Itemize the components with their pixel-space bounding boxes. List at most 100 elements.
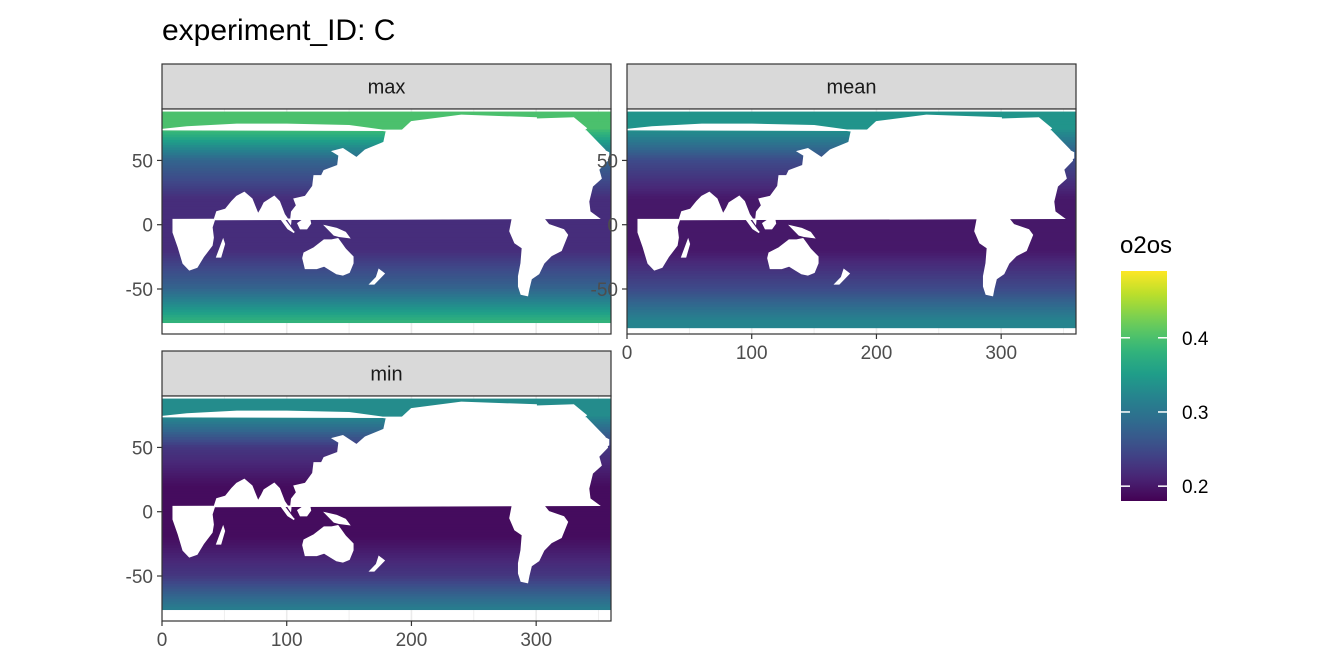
- ocean-band: [162, 301, 611, 306]
- ocean-band: [627, 224, 1076, 228]
- ocean-band: [162, 573, 611, 577]
- y-tick-label: 0: [142, 503, 153, 524]
- ocean-band: [162, 558, 611, 562]
- land-polygon: [400, 420, 540, 501]
- ocean-band: [162, 581, 611, 585]
- ocean-band: [162, 229, 611, 234]
- ocean-band: [627, 286, 1076, 290]
- x-tick-label: 100: [271, 630, 303, 651]
- ocean-band: [162, 519, 611, 523]
- ocean-band: [162, 260, 611, 264]
- ocean-band: [162, 247, 611, 252]
- y-tick-label: 50: [132, 151, 153, 172]
- ocean-band: [162, 511, 611, 515]
- land-mask: [162, 114, 610, 297]
- ocean-band: [162, 601, 611, 605]
- ocean-band: [162, 568, 611, 572]
- ocean-band: [162, 534, 611, 539]
- land-polygon: [302, 525, 354, 563]
- x-tick-label: 300: [520, 630, 552, 651]
- ocean-band: [162, 309, 611, 313]
- ocean-band: [162, 281, 611, 285]
- ocean-band: [627, 237, 1076, 241]
- ocean-band: [627, 245, 1076, 249]
- legend-title: o2os: [1120, 232, 1172, 259]
- ocean-band: [162, 235, 611, 239]
- ocean-band: [162, 599, 611, 603]
- ocean-band: [627, 319, 1076, 324]
- ocean-band: [627, 219, 1076, 223]
- legend-tick-label: 0.4: [1182, 329, 1209, 350]
- ocean-band: [162, 591, 611, 595]
- land-polygon: [278, 503, 295, 521]
- land-polygon: [323, 511, 351, 526]
- ocean-band: [162, 250, 611, 254]
- ocean-band: [162, 289, 611, 293]
- land-polygon: [601, 436, 610, 449]
- ocean-band: [162, 570, 611, 575]
- land-polygon: [296, 216, 312, 230]
- ocean-band: [162, 119, 611, 123]
- facet-strip: [626, 63, 1077, 110]
- ocean-band: [627, 291, 1076, 295]
- ocean-band: [162, 604, 611, 608]
- x-tick-label: 0: [157, 630, 168, 651]
- ocean-band: [162, 283, 611, 288]
- ocean-band: [162, 121, 611, 126]
- ocean-band: [627, 247, 1076, 252]
- land-polygon: [987, 117, 1053, 150]
- ocean-band: [162, 529, 611, 533]
- ocean-band: [627, 307, 1076, 311]
- x-tick-label: 300: [985, 343, 1017, 364]
- y-tick-label: -50: [126, 280, 153, 301]
- ocean-band: [162, 299, 611, 303]
- ocean-band: [162, 596, 611, 600]
- facet-strip-label: mean: [826, 77, 876, 99]
- ocean-band: [162, 276, 611, 280]
- ocean-band: [162, 273, 611, 277]
- ocean-band: [627, 314, 1076, 318]
- ocean-band: [627, 235, 1076, 239]
- ocean-band: [162, 403, 611, 407]
- ocean-band: [162, 268, 611, 272]
- ocean-band: [162, 319, 611, 324]
- ocean-band: [627, 299, 1076, 303]
- ocean-band: [627, 119, 1076, 123]
- ocean-band: [627, 242, 1076, 246]
- land-polygon: [323, 224, 351, 239]
- ocean-band: [162, 583, 611, 587]
- ocean-band: [627, 322, 1076, 326]
- ocean-band: [627, 268, 1076, 272]
- land-polygon: [743, 216, 760, 234]
- facet-strip-label: min: [370, 364, 402, 386]
- land-polygon: [761, 216, 777, 230]
- ocean-band: [627, 296, 1076, 300]
- ocean-band: [627, 301, 1076, 306]
- ocean-band: [162, 578, 611, 582]
- facet-strip: [161, 63, 612, 110]
- ocean-band: [162, 312, 611, 316]
- ocean-band: [162, 114, 611, 118]
- ocean-band: [162, 411, 611, 415]
- ocean-band: [162, 563, 611, 567]
- colorbar: [1121, 271, 1167, 501]
- ocean-band: [627, 124, 1076, 128]
- y-tick-label: 50: [597, 151, 618, 172]
- land-polygon: [601, 149, 610, 162]
- ocean-band: [162, 532, 611, 536]
- panel-border: [161, 108, 612, 335]
- ocean-band: [162, 219, 611, 223]
- ocean-band: [162, 560, 611, 564]
- ocean-band: [162, 527, 611, 531]
- y-tick-label: -50: [591, 280, 618, 301]
- ocean-band: [627, 317, 1076, 321]
- facet-panel-min: min 50 0 -50 0 100 200 300: [126, 350, 612, 651]
- ocean-band: [627, 263, 1076, 267]
- land-polygon: [215, 237, 226, 258]
- land-polygon: [302, 238, 354, 276]
- facet-strip: [161, 350, 612, 397]
- ocean-band: [162, 565, 611, 569]
- ocean-band: [162, 255, 611, 259]
- land-polygon: [296, 503, 312, 517]
